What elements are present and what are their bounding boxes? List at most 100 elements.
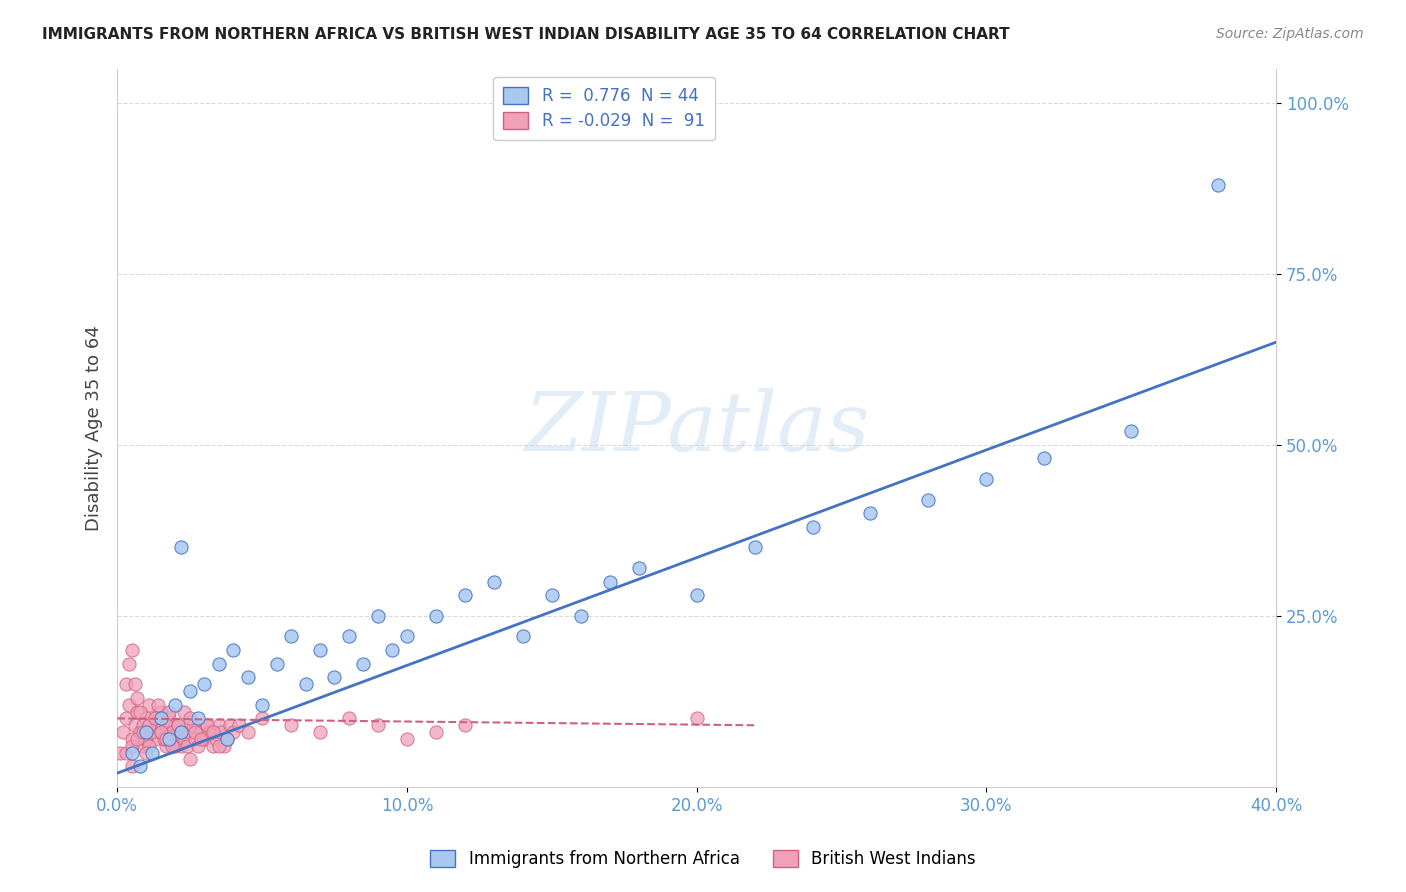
Point: [395, 731, 418, 746]
Point: [129, 759, 152, 773]
Point: [115, 746, 138, 760]
Point: [149, 711, 172, 725]
Point: [143, 711, 166, 725]
Point: [146, 718, 169, 732]
Point: [179, 752, 201, 766]
Point: [143, 711, 166, 725]
Point: [236, 670, 259, 684]
Point: [121, 759, 143, 773]
Point: [121, 731, 143, 746]
Point: [222, 725, 245, 739]
Point: [155, 718, 177, 732]
Point: [266, 657, 288, 671]
Point: [132, 718, 155, 732]
Point: [801, 520, 824, 534]
Point: [129, 705, 152, 719]
Point: [115, 677, 138, 691]
Point: [141, 725, 163, 739]
Point: [157, 731, 180, 746]
Point: [917, 492, 939, 507]
Point: [381, 643, 404, 657]
Point: [976, 472, 998, 486]
Point: [454, 718, 477, 732]
Point: [201, 725, 224, 739]
Point: [127, 705, 149, 719]
Point: [187, 739, 209, 753]
Point: [135, 725, 157, 739]
Point: [207, 657, 229, 671]
Text: IMMIGRANTS FROM NORTHERN AFRICA VS BRITISH WEST INDIAN DISABILITY AGE 35 TO 64 C: IMMIGRANTS FROM NORTHERN AFRICA VS BRITI…: [42, 27, 1010, 42]
Point: [211, 725, 233, 739]
Point: [124, 718, 146, 732]
Text: ZIPatlas: ZIPatlas: [524, 388, 869, 467]
Point: [204, 731, 226, 746]
Point: [141, 725, 163, 739]
Point: [170, 541, 193, 555]
Point: [141, 746, 163, 760]
Point: [135, 746, 157, 760]
Point: [165, 698, 187, 712]
Point: [627, 561, 650, 575]
Y-axis label: Disability Age 35 to 64: Disability Age 35 to 64: [86, 325, 103, 531]
Point: [165, 718, 187, 732]
Point: [217, 731, 239, 746]
Point: [146, 698, 169, 712]
Point: [167, 718, 190, 732]
Point: [187, 711, 209, 725]
Point: [173, 705, 195, 719]
Point: [135, 731, 157, 746]
Point: [512, 629, 534, 643]
Point: [250, 698, 273, 712]
Point: [162, 725, 184, 739]
Point: [280, 718, 302, 732]
Point: [115, 711, 138, 725]
Point: [132, 739, 155, 753]
Point: [198, 725, 221, 739]
Point: [170, 739, 193, 753]
Point: [367, 608, 389, 623]
Point: [367, 718, 389, 732]
Point: [121, 746, 143, 760]
Point: [165, 739, 187, 753]
Point: [184, 731, 207, 746]
Point: [132, 725, 155, 739]
Point: [193, 677, 215, 691]
Point: [454, 588, 477, 602]
Point: [1121, 424, 1143, 438]
Point: [195, 718, 218, 732]
Point: [167, 731, 190, 746]
Point: [108, 746, 131, 760]
Point: [155, 739, 177, 753]
Point: [129, 725, 152, 739]
Point: [323, 670, 346, 684]
Point: [170, 725, 193, 739]
Legend: R =  0.776  N = 44, R = -0.029  N =  91: R = 0.776 N = 44, R = -0.029 N = 91: [494, 77, 714, 140]
Point: [179, 725, 201, 739]
Point: [425, 725, 447, 739]
Point: [195, 718, 218, 732]
Point: [309, 643, 332, 657]
Point: [162, 739, 184, 753]
Point: [685, 711, 707, 725]
Point: [425, 608, 447, 623]
Point: [569, 608, 592, 623]
Legend: Immigrants from Northern Africa, British West Indians: Immigrants from Northern Africa, British…: [423, 843, 983, 875]
Point: [540, 588, 562, 602]
Point: [236, 725, 259, 739]
Point: [152, 731, 174, 746]
Point: [214, 739, 236, 753]
Point: [217, 731, 239, 746]
Point: [309, 725, 332, 739]
Point: [337, 629, 360, 643]
Point: [222, 643, 245, 657]
Point: [207, 718, 229, 732]
Point: [353, 657, 375, 671]
Point: [179, 684, 201, 698]
Point: [1206, 178, 1229, 192]
Point: [138, 739, 160, 753]
Point: [280, 629, 302, 643]
Point: [1033, 451, 1056, 466]
Point: [152, 725, 174, 739]
Point: [167, 718, 190, 732]
Point: [149, 705, 172, 719]
